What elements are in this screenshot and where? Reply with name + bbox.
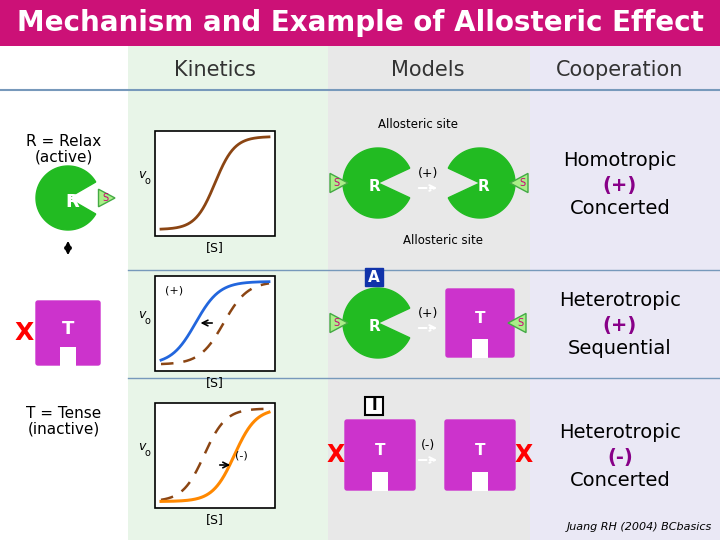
Text: X: X <box>327 443 345 467</box>
Text: S: S <box>333 318 339 328</box>
Text: o: o <box>144 448 150 458</box>
Bar <box>365 268 383 286</box>
Text: S: S <box>333 178 339 188</box>
Bar <box>155 131 275 235</box>
Text: R: R <box>369 319 380 334</box>
Polygon shape <box>510 173 528 193</box>
Bar <box>472 339 488 358</box>
Polygon shape <box>343 288 410 358</box>
Text: (+): (+) <box>165 286 183 295</box>
Bar <box>472 471 488 491</box>
Text: S: S <box>519 178 525 188</box>
Text: (-): (-) <box>421 438 435 451</box>
Text: (inactive): (inactive) <box>28 422 100 436</box>
Text: (+): (+) <box>603 176 637 194</box>
Text: S: S <box>517 318 523 328</box>
Text: X: X <box>515 443 533 467</box>
Bar <box>365 397 383 415</box>
Text: Concerted: Concerted <box>570 199 670 219</box>
Text: (+): (+) <box>603 315 637 334</box>
Text: Allosteric site: Allosteric site <box>403 234 483 247</box>
Text: R: R <box>477 179 490 194</box>
Text: Sequential: Sequential <box>568 340 672 359</box>
Text: [S]: [S] <box>206 513 224 526</box>
Text: R = Relax: R = Relax <box>27 133 102 148</box>
Text: [S]: [S] <box>206 376 224 389</box>
Text: Homotropic: Homotropic <box>563 152 677 171</box>
FancyBboxPatch shape <box>36 301 100 365</box>
Text: Heterotropic: Heterotropic <box>559 423 681 442</box>
Text: X: X <box>14 321 34 345</box>
Text: (+): (+) <box>418 166 438 179</box>
FancyBboxPatch shape <box>446 289 514 357</box>
Text: v: v <box>138 441 145 454</box>
Bar <box>155 402 275 508</box>
Text: T: T <box>62 320 74 338</box>
Text: T: T <box>474 310 485 326</box>
Polygon shape <box>508 313 526 333</box>
Text: Concerted: Concerted <box>570 471 670 490</box>
Bar <box>328 46 530 540</box>
Polygon shape <box>330 313 348 333</box>
Text: [S]: [S] <box>206 241 224 254</box>
Polygon shape <box>330 173 348 193</box>
Text: Juang RH (2004) BCbasics: Juang RH (2004) BCbasics <box>567 522 712 532</box>
Text: S: S <box>102 193 108 203</box>
Bar <box>60 347 76 367</box>
Bar <box>530 46 720 540</box>
Text: Heterotropic: Heterotropic <box>559 292 681 310</box>
Text: o: o <box>144 316 150 326</box>
FancyBboxPatch shape <box>445 420 515 490</box>
Text: o: o <box>144 176 150 186</box>
Text: Kinetics: Kinetics <box>174 60 256 80</box>
Text: (-): (-) <box>607 448 633 467</box>
Text: R: R <box>369 179 380 194</box>
Text: Cooperation: Cooperation <box>557 60 684 80</box>
Text: Mechanism and Example of Allosteric Effect: Mechanism and Example of Allosteric Effe… <box>17 9 703 37</box>
Text: (-): (-) <box>235 450 248 460</box>
Bar <box>128 46 328 540</box>
Text: (+): (+) <box>418 307 438 320</box>
Text: T: T <box>374 443 385 457</box>
Text: Allosteric site: Allosteric site <box>378 118 458 132</box>
Text: v: v <box>138 308 145 321</box>
Polygon shape <box>449 148 515 218</box>
Bar <box>372 471 388 491</box>
Polygon shape <box>99 189 115 207</box>
Text: R: R <box>65 193 79 211</box>
FancyBboxPatch shape <box>345 420 415 490</box>
Text: T = Tense: T = Tense <box>27 406 102 421</box>
Polygon shape <box>36 166 96 230</box>
Text: (active): (active) <box>35 150 93 165</box>
Text: T: T <box>474 443 485 457</box>
Text: A: A <box>368 269 380 285</box>
Polygon shape <box>343 148 410 218</box>
Text: Models: Models <box>391 60 464 80</box>
Text: v: v <box>138 168 145 181</box>
Bar <box>0 0 720 46</box>
Text: I: I <box>372 399 377 414</box>
Bar <box>155 275 275 370</box>
